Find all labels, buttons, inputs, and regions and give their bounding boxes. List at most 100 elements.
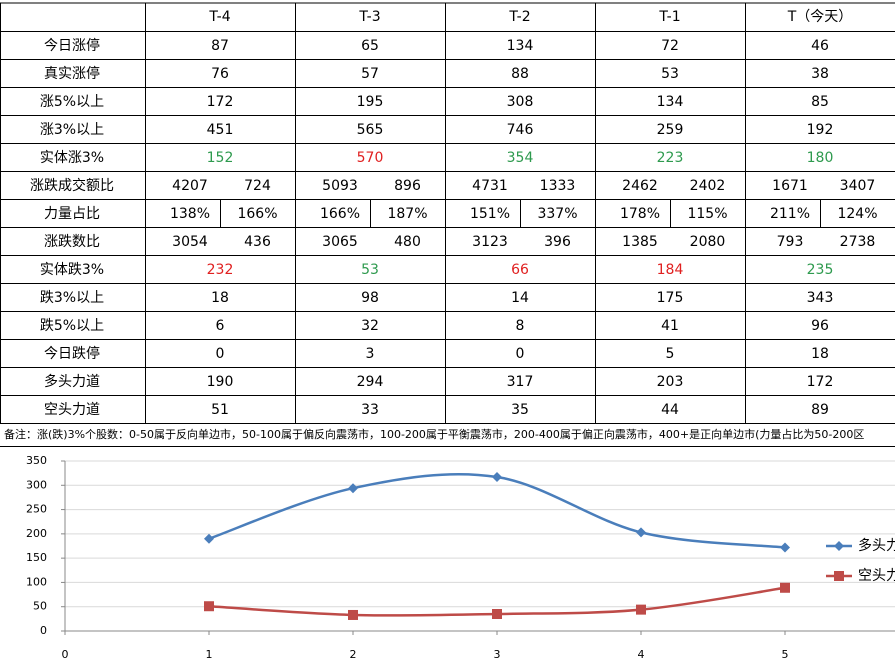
marker bbox=[492, 472, 502, 483]
cell-value: 317 bbox=[507, 374, 534, 390]
cell-value: 172 bbox=[807, 374, 834, 390]
cell-value: 51 bbox=[211, 402, 229, 418]
cell-value: 76 bbox=[211, 66, 229, 82]
cell-value: 96 bbox=[811, 318, 829, 334]
row-label: 实体跌3% bbox=[40, 262, 104, 278]
cell-value: 235 bbox=[807, 262, 834, 278]
cell-value: 89 bbox=[811, 402, 829, 418]
row-label: 力量占比 bbox=[44, 206, 100, 222]
marker bbox=[834, 541, 844, 551]
cell-value: 793 bbox=[777, 234, 804, 250]
marker bbox=[780, 582, 790, 593]
cell-value: 124% bbox=[837, 206, 877, 222]
cell-value: 1671 bbox=[772, 178, 808, 194]
cell-value: 53 bbox=[661, 66, 679, 82]
column-header: T-1 bbox=[658, 9, 680, 25]
cell-value: 87 bbox=[211, 38, 229, 54]
column-header: T-2 bbox=[508, 9, 530, 25]
y-tick-label: 0 bbox=[40, 624, 47, 637]
cell-value: 294 bbox=[357, 374, 384, 390]
marker bbox=[636, 604, 646, 615]
row-label: 多头力道 bbox=[44, 373, 100, 390]
marker bbox=[204, 601, 214, 612]
x-tick-label: 2 bbox=[350, 648, 357, 661]
cell-value: 480 bbox=[394, 234, 421, 250]
cell-value: 1385 bbox=[622, 234, 658, 250]
cell-value: 3 bbox=[366, 346, 375, 362]
cell-value: 337% bbox=[537, 206, 577, 222]
cell-value: 192 bbox=[807, 122, 834, 138]
cell-value: 166% bbox=[320, 206, 360, 222]
cell-value: 46 bbox=[811, 38, 829, 54]
y-tick-label: 350 bbox=[26, 454, 47, 467]
cell-value: 138% bbox=[170, 206, 210, 222]
row-label: 涨跌数比 bbox=[44, 234, 100, 250]
row-label: 真实涨停 bbox=[44, 65, 100, 82]
cell-value: 203 bbox=[657, 374, 684, 390]
marker bbox=[780, 542, 790, 553]
cell-value: 172 bbox=[207, 94, 234, 110]
cell-value: 178% bbox=[620, 206, 660, 222]
cell-value: 4731 bbox=[472, 178, 508, 194]
cell-value: 4207 bbox=[172, 178, 208, 194]
cell-value: 180 bbox=[807, 150, 834, 166]
cell-value: 5093 bbox=[322, 178, 358, 194]
cell-value: 8 bbox=[516, 318, 525, 334]
cell-value: 436 bbox=[244, 234, 271, 250]
cell-value: 3407 bbox=[840, 178, 876, 194]
cell-value: 44 bbox=[661, 402, 679, 418]
y-tick-label: 300 bbox=[26, 478, 47, 491]
cell-value: 223 bbox=[657, 150, 684, 166]
marker bbox=[348, 609, 358, 620]
column-header: T-3 bbox=[358, 9, 380, 25]
cell-value: 565 bbox=[357, 122, 384, 138]
y-tick-label: 200 bbox=[26, 527, 47, 540]
cell-value: 354 bbox=[507, 150, 534, 166]
cell-value: 259 bbox=[657, 122, 684, 138]
note: 备注：涨(跌)3%个股数：0-50属于反向单边市，50-100属于偏反向震荡市，… bbox=[4, 427, 864, 441]
x-tick-label: 5 bbox=[782, 648, 789, 661]
legend-label: 空头力道 bbox=[858, 568, 895, 584]
cell-value: 57 bbox=[361, 66, 379, 82]
cell-value: 151% bbox=[470, 206, 510, 222]
marker bbox=[834, 571, 844, 581]
cell-value: 195 bbox=[357, 94, 384, 110]
cell-value: 184 bbox=[657, 262, 684, 278]
marker bbox=[636, 527, 646, 538]
cell-value: 3123 bbox=[472, 234, 508, 250]
marker bbox=[348, 483, 358, 494]
cell-value: 5 bbox=[666, 346, 675, 362]
cell-value: 396 bbox=[544, 234, 571, 250]
column-header: T（今天） bbox=[787, 9, 853, 25]
x-tick-label: 4 bbox=[638, 648, 645, 661]
cell-value: 98 bbox=[361, 290, 379, 306]
cell-value: 746 bbox=[507, 122, 534, 138]
row-label: 今日涨停 bbox=[44, 37, 100, 54]
column-header: T-4 bbox=[208, 9, 230, 25]
cell-value: 53 bbox=[361, 262, 379, 278]
cell-value: 570 bbox=[357, 150, 384, 166]
cell-value: 343 bbox=[807, 290, 834, 306]
cell-value: 896 bbox=[394, 178, 421, 194]
cell-value: 0 bbox=[216, 346, 225, 362]
cell-value: 190 bbox=[207, 374, 234, 390]
cell-value: 134 bbox=[507, 38, 534, 54]
cell-value: 1333 bbox=[540, 178, 576, 194]
cell-value: 33 bbox=[361, 402, 379, 418]
row-label: 空头力道 bbox=[44, 402, 100, 418]
row-label: 实体涨3% bbox=[40, 150, 104, 166]
legend-label: 多头力道 bbox=[858, 537, 895, 554]
y-tick-label: 50 bbox=[33, 600, 47, 613]
cell-value: 18 bbox=[811, 346, 829, 362]
cell-value: 115% bbox=[687, 206, 727, 222]
marker bbox=[492, 609, 502, 619]
cell-value: 232 bbox=[207, 262, 234, 278]
cell-value: 2080 bbox=[690, 234, 726, 250]
cell-value: 724 bbox=[244, 178, 271, 194]
cell-value: 2462 bbox=[622, 178, 658, 194]
cell-value: 6 bbox=[216, 318, 225, 334]
cell-value: 35 bbox=[511, 402, 529, 418]
cell-value: 134 bbox=[657, 94, 684, 110]
